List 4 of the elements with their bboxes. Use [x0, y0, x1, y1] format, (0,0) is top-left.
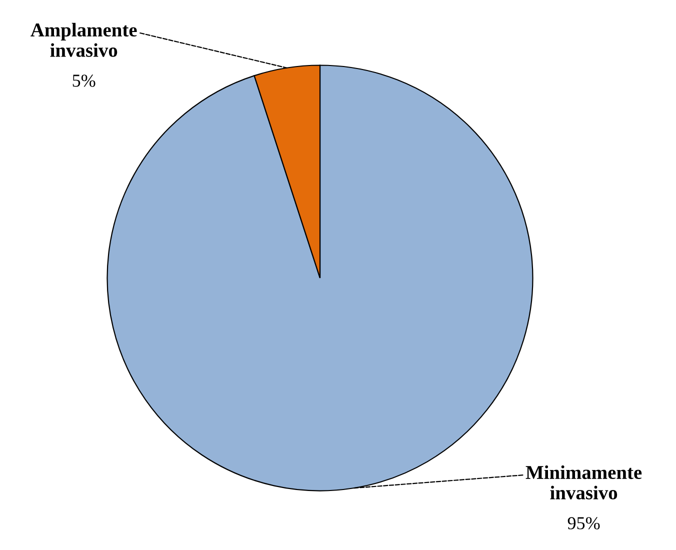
slice-label: Minimamente invasivo	[526, 465, 642, 500]
slice-label: Amplamente invasivo	[30, 22, 137, 57]
data-label: 95%	[568, 517, 600, 530]
data-label: 5%	[72, 74, 96, 87]
